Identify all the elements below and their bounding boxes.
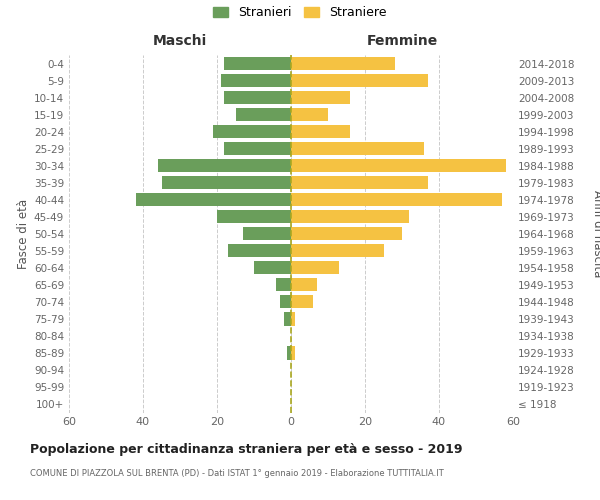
Legend: Stranieri, Straniere: Stranieri, Straniere xyxy=(213,6,387,19)
Bar xyxy=(291,261,339,274)
Bar xyxy=(217,210,291,224)
Bar xyxy=(291,295,313,308)
Bar xyxy=(287,346,291,360)
Bar xyxy=(291,312,295,326)
Bar xyxy=(224,57,291,70)
Text: Femmine: Femmine xyxy=(367,34,437,48)
Bar xyxy=(280,295,291,308)
Bar xyxy=(291,244,383,258)
Bar xyxy=(291,176,428,190)
Bar xyxy=(291,142,424,156)
Bar xyxy=(291,108,328,121)
Text: COMUNE DI PIAZZOLA SUL BRENTA (PD) - Dati ISTAT 1° gennaio 2019 - Elaborazione T: COMUNE DI PIAZZOLA SUL BRENTA (PD) - Dat… xyxy=(30,468,444,477)
Y-axis label: Fasce di età: Fasce di età xyxy=(17,198,30,269)
Bar xyxy=(224,91,291,104)
Bar xyxy=(161,176,291,190)
Bar xyxy=(291,159,506,172)
Bar xyxy=(291,278,317,291)
Bar xyxy=(158,159,291,172)
Bar xyxy=(291,74,428,87)
Bar xyxy=(291,91,350,104)
Bar xyxy=(221,74,291,87)
Text: Popolazione per cittadinanza straniera per età e sesso - 2019: Popolazione per cittadinanza straniera p… xyxy=(30,442,463,456)
Bar xyxy=(284,312,291,326)
Y-axis label: Anni di nascita: Anni di nascita xyxy=(591,190,600,278)
Bar xyxy=(214,125,291,138)
Bar xyxy=(291,57,395,70)
Bar xyxy=(224,142,291,156)
Bar xyxy=(235,108,291,121)
Bar xyxy=(291,210,409,224)
Bar xyxy=(254,261,291,274)
Bar xyxy=(276,278,291,291)
Bar xyxy=(291,125,350,138)
Bar xyxy=(291,227,402,240)
Bar xyxy=(291,193,502,206)
Bar xyxy=(228,244,291,258)
Bar xyxy=(291,346,295,360)
Bar xyxy=(136,193,291,206)
Bar xyxy=(243,227,291,240)
Text: Maschi: Maschi xyxy=(153,34,207,48)
